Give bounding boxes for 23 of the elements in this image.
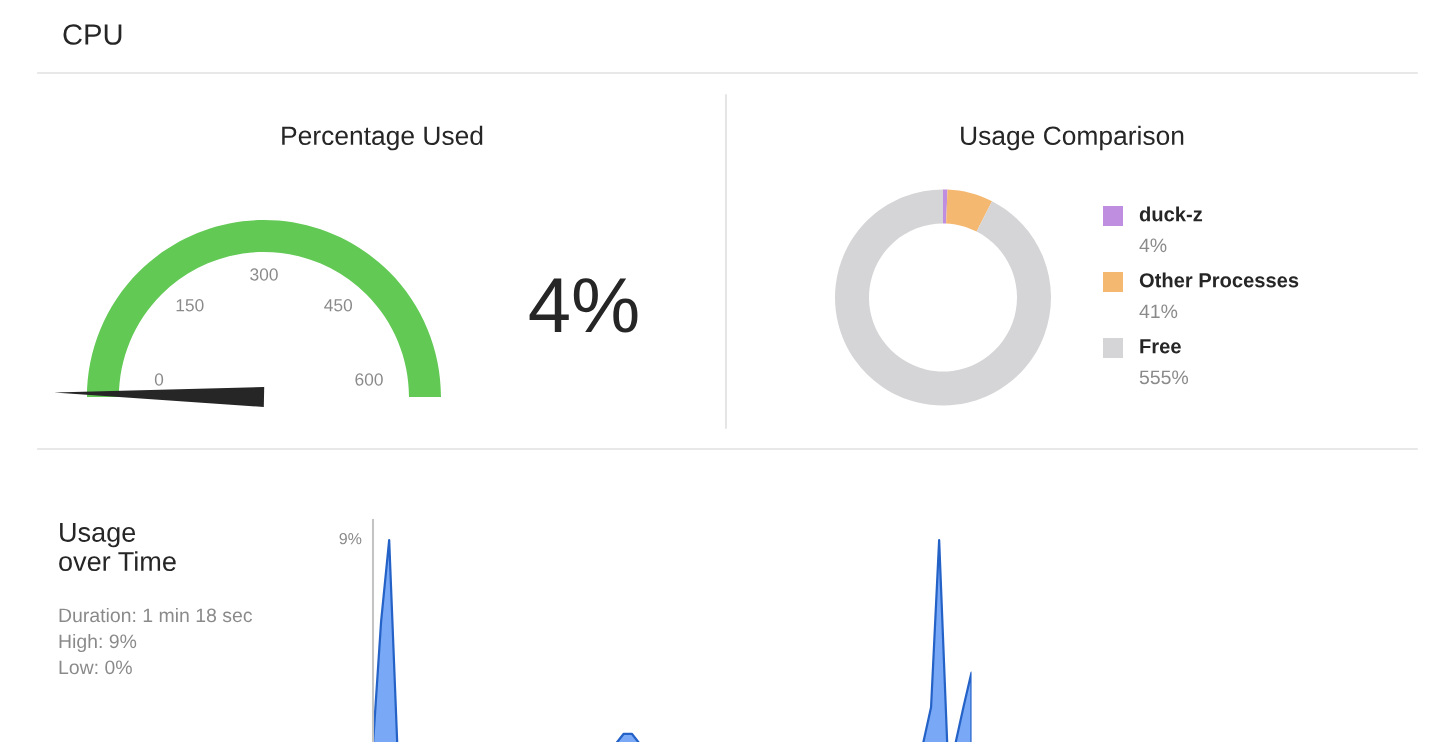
data-label: 4% — [1139, 238, 1167, 253]
donut-slice — [835, 189, 1051, 406]
text: Usage over Time — [59, 522, 176, 572]
chart-title: Usage Comparison — [961, 125, 1184, 151]
text: CPU — [63, 24, 122, 45]
legend-label: duck-z — [1139, 206, 1203, 222]
text: Percentage Used — [282, 125, 483, 151]
text: Low: 0% — [59, 660, 132, 675]
text: Duration: 1 min 18 sec — [59, 607, 253, 623]
legend-label: Other Processes — [1139, 272, 1299, 288]
donut-slice — [946, 189, 993, 232]
data-label: 4% — [529, 278, 638, 333]
legend-label: Free — [1140, 339, 1181, 354]
text: 150 — [176, 299, 204, 312]
text: 0 — [154, 373, 164, 386]
text: 450 — [324, 299, 353, 312]
text: High: 9% — [59, 633, 137, 653]
text: 600 — [355, 373, 383, 386]
data-label: 41% — [1139, 304, 1178, 319]
text: 9% — [339, 532, 362, 545]
text: 300 — [250, 268, 278, 281]
data-label: 555% — [1139, 370, 1189, 385]
donut-slice — [943, 189, 948, 224]
